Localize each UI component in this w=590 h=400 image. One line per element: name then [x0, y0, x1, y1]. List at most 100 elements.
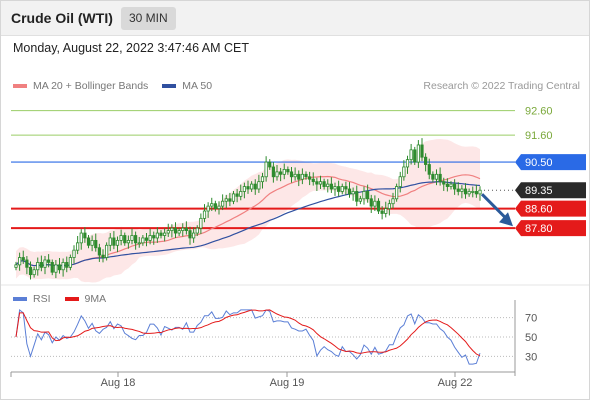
- candle-body: [163, 232, 167, 236]
- rsi-tick-30: 30: [525, 351, 537, 363]
- candle-body: [474, 191, 478, 195]
- candle-body: [300, 173, 304, 180]
- legend-ma50: MA 50: [162, 80, 212, 92]
- candle-body: [242, 186, 246, 192]
- candle-body: [39, 262, 43, 268]
- candle-body: [376, 200, 381, 212]
- candle-body: [159, 232, 163, 236]
- candle-body: [119, 235, 123, 241]
- legend-rsi-ma-label: 9MA: [84, 293, 107, 305]
- candle-body: [293, 173, 297, 178]
- candle-body: [311, 178, 315, 183]
- candle-body: [173, 227, 178, 234]
- candle-body: [36, 262, 40, 271]
- candle-body: [398, 176, 402, 187]
- candle-body: [282, 169, 286, 175]
- candle-body: [453, 183, 457, 190]
- legend-rsi-label: RSI: [33, 293, 51, 305]
- x-tick-label: Aug 22: [438, 377, 473, 389]
- price-tag-bg-90.50: [515, 154, 586, 171]
- price-label-87.80: 87.80: [525, 223, 553, 235]
- candle-body: [213, 203, 217, 209]
- projection-arrow: [480, 193, 508, 220]
- price-legend: MA 20 + Bollinger Bands MA 50: [13, 80, 226, 92]
- research-credit: Research © 2022 Trading Central: [423, 80, 580, 92]
- candle-body: [460, 188, 464, 192]
- price-label-92.60: 92.60: [525, 106, 553, 118]
- candle-body: [246, 186, 250, 190]
- timeframe-badge[interactable]: 30 MIN: [121, 7, 176, 30]
- candle-body: [326, 183, 330, 187]
- candle-body: [297, 173, 301, 180]
- candle-body: [275, 171, 279, 178]
- projection-arrow-head: [499, 212, 513, 227]
- candle-body: [57, 264, 62, 271]
- candle-body: [355, 191, 359, 202]
- candle-body: [271, 166, 275, 178]
- candle-body: [115, 239, 120, 246]
- price-label-90.50: 90.50: [525, 157, 553, 169]
- price-tag-bg-89.35: [515, 182, 586, 199]
- candle-body: [199, 217, 203, 229]
- candle-body: [384, 208, 388, 214]
- candle-body: [264, 161, 268, 178]
- candle-body: [54, 264, 58, 273]
- candle-body: [333, 186, 337, 190]
- candle-body: [351, 191, 355, 195]
- rsi-ma-swatch: [64, 297, 79, 301]
- rsi-tick-50: 50: [525, 332, 537, 344]
- candle-body: [391, 198, 395, 205]
- candle-body: [268, 161, 272, 168]
- candle-body: [304, 173, 308, 178]
- x-tick-label: Aug 19: [270, 377, 305, 389]
- candle-body: [329, 183, 333, 190]
- ma50-line: [15, 181, 481, 267]
- candle-body: [83, 232, 87, 239]
- candle-body: [395, 186, 399, 200]
- candle-body: [279, 171, 283, 175]
- candle-body: [369, 198, 373, 207]
- candle-body: [188, 230, 192, 239]
- legend-ma50-label: MA 50: [182, 80, 213, 92]
- legend-ma20-label: MA 20 + Bollinger Bands: [33, 80, 149, 92]
- candle-body: [195, 227, 199, 234]
- candle-body: [402, 166, 406, 178]
- candle-body: [253, 183, 257, 190]
- candle-body: [315, 181, 319, 185]
- candle-body: [68, 257, 72, 268]
- candle-body: [286, 169, 290, 173]
- rsi-ma-line: [15, 309, 481, 357]
- rsi-line: [15, 308, 481, 365]
- candle-body: [478, 189, 482, 195]
- x-tick-label: Aug 18: [101, 377, 136, 389]
- candle-body: [90, 239, 94, 246]
- price-label-91.60: 91.60: [525, 130, 553, 142]
- candle-body: [445, 183, 449, 187]
- candle-body: [467, 191, 471, 195]
- legend-ma20: MA 20 + Bollinger Bands: [13, 80, 148, 92]
- rsi-legend: RSI 9MA: [13, 293, 120, 305]
- candle-body: [181, 227, 185, 232]
- candle-body: [50, 262, 54, 273]
- candle-body: [97, 247, 101, 256]
- candle-body: [322, 181, 326, 187]
- candle-body: [61, 262, 65, 271]
- candle-body: [184, 227, 188, 232]
- legend-rsi: RSI: [13, 293, 51, 305]
- candle-body: [134, 235, 138, 244]
- candle-body: [442, 181, 446, 185]
- price-label-88.60: 88.60: [525, 204, 553, 216]
- candle-body: [47, 259, 51, 263]
- candle-body: [152, 235, 156, 239]
- candle-body: [344, 186, 348, 190]
- legend-rsi-ma: 9MA: [64, 293, 107, 305]
- price-label-89.35: 89.35: [525, 185, 553, 197]
- candle-body: [76, 242, 80, 251]
- chart-header: Crude Oil (WTI) 30 MIN: [0, 0, 590, 36]
- candle-body: [18, 257, 22, 266]
- candle-body: [416, 144, 420, 163]
- price-tag-bg-88.60: [515, 200, 586, 217]
- candle-body: [456, 188, 460, 192]
- candle-body: [337, 186, 341, 192]
